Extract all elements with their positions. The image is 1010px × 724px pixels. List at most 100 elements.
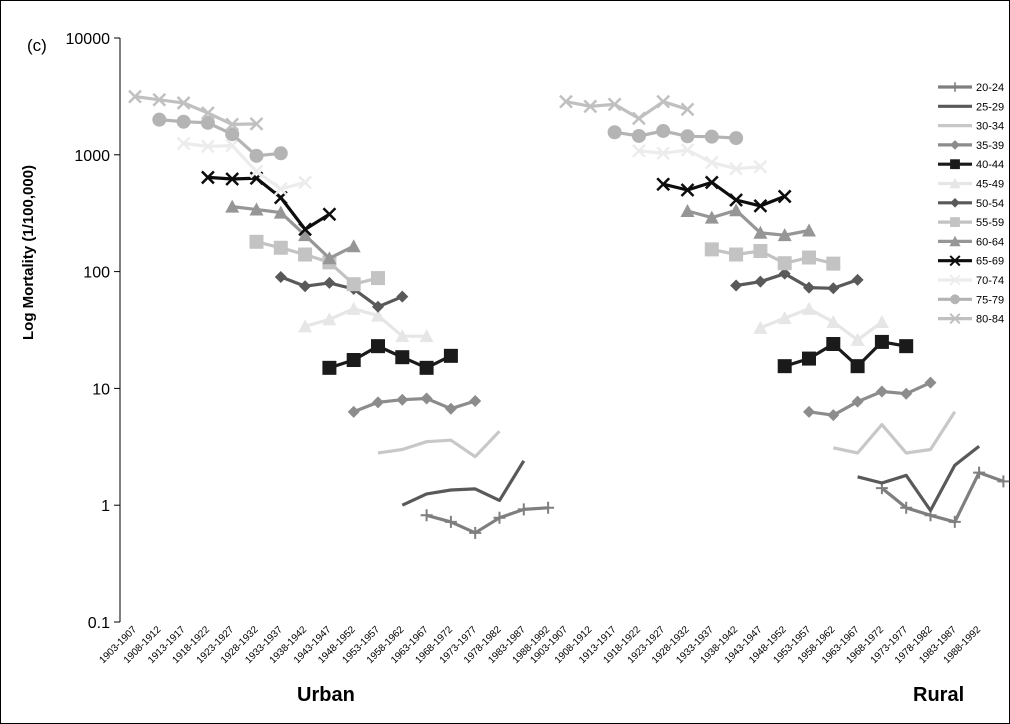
legend-item-50-54: 50-54	[938, 198, 1004, 210]
urban-point-35-39	[444, 402, 457, 415]
legend-label: 40-44	[976, 159, 1004, 171]
urban-point-45-49	[346, 301, 361, 315]
rural-point-40-44	[802, 351, 816, 366]
legend-label: 20-24	[976, 82, 1004, 94]
urban-point-75-79	[273, 146, 288, 161]
legend-label: 80-84	[976, 314, 1004, 326]
legend-label: 35-39	[976, 140, 1004, 152]
urban-point-60-64	[298, 228, 313, 242]
legend-marker	[949, 274, 961, 286]
rural-point-80-84	[583, 99, 598, 114]
y-tick-label: 10000	[66, 31, 111, 48]
rural-point-55-59	[729, 247, 744, 262]
rural-point-80-84	[607, 97, 622, 112]
y-tick-label: 100	[83, 265, 110, 282]
legend-marker	[949, 235, 961, 247]
rural-point-20-24	[948, 515, 961, 528]
rural-point-50-54	[730, 279, 743, 292]
urban-point-65-69	[225, 172, 240, 186]
urban-point-40-44	[443, 348, 458, 363]
legend-item-70-74: 70-74	[938, 274, 1004, 287]
legend-marker	[950, 217, 960, 227]
rural-point-70-74	[704, 155, 719, 170]
rural-point-50-54	[754, 275, 767, 288]
rural-line-80-84	[565, 100, 688, 120]
rural-point-35-39	[851, 395, 864, 408]
urban-point-40-44	[371, 339, 385, 354]
rural-point-45-49	[850, 332, 865, 346]
rural-point-35-39	[803, 405, 815, 418]
rural-point-80-84	[559, 94, 573, 109]
urban-point-45-49	[395, 329, 410, 343]
legend-marker-wrap	[950, 217, 960, 227]
urban-point-80-84	[249, 116, 264, 131]
urban-point-35-39	[469, 395, 482, 408]
rural-point-35-39	[900, 387, 913, 400]
urban-point-60-64	[322, 251, 337, 265]
urban-point-50-54	[396, 290, 409, 303]
rural-line-50-54	[735, 272, 859, 290]
urban-point-70-74	[298, 175, 312, 190]
urban-point-75-79	[152, 112, 167, 127]
legend-marker-wrap	[950, 294, 960, 305]
legend-label: 60-64	[976, 236, 1004, 248]
urban-point-45-49	[419, 329, 434, 343]
rural-point-55-59	[826, 256, 841, 271]
series-60-64	[225, 199, 816, 265]
rural-point-60-64	[704, 210, 719, 224]
urban-point-70-74	[225, 138, 240, 153]
rural-point-70-74	[729, 161, 743, 176]
group-label-rural: Rural	[913, 684, 965, 706]
rural-line-25-29	[857, 444, 981, 513]
urban-point-35-39	[372, 396, 384, 409]
series-70-74	[176, 136, 768, 196]
urban-line-80-84	[134, 95, 257, 126]
y-tick-label: 1000	[74, 148, 110, 165]
urban-point-45-49	[322, 312, 337, 326]
rural-point-80-84	[680, 102, 695, 117]
rural-point-40-44	[899, 339, 914, 354]
rural-point-75-79	[680, 129, 695, 144]
rural-point-65-69	[777, 189, 792, 204]
rural-line-45-49	[759, 307, 883, 342]
urban-point-20-24	[542, 501, 555, 514]
rural-line-30-34	[832, 410, 957, 455]
rural-point-20-24	[900, 501, 913, 514]
urban-point-40-44	[395, 350, 410, 365]
legend: 20-24 25-29 30-34 35-39 40-44 45-49 50-54 55-59…	[938, 82, 1004, 326]
legend-marker-wrap	[949, 255, 961, 267]
urban-point-45-49	[298, 319, 313, 333]
urban-point-80-84	[128, 89, 142, 104]
legend-label: 45-49	[976, 179, 1004, 191]
y-tick-label: 1	[101, 498, 110, 515]
rural-point-60-64	[753, 225, 768, 239]
legend-marker-wrap	[949, 235, 961, 247]
legend-label: 25-29	[976, 101, 1004, 113]
urban-line-25-29	[401, 459, 526, 507]
rural-point-35-39	[827, 409, 840, 422]
rural-point-35-39	[924, 376, 937, 389]
legend-item-30-34: 30-34	[938, 121, 1004, 133]
series-45-49	[298, 301, 889, 346]
legend-item-20-24: 20-24	[938, 82, 1004, 94]
rural-point-45-49	[777, 311, 792, 325]
urban-point-80-84	[201, 106, 215, 120]
rural-point-55-59	[753, 244, 768, 259]
legend-label: 75-79	[976, 294, 1004, 306]
rural-point-55-59	[802, 250, 816, 265]
urban-point-65-69	[201, 170, 215, 185]
urban-line-45-49	[304, 307, 427, 338]
series-55-59	[249, 234, 841, 292]
rural-point-60-64	[777, 228, 792, 242]
urban-point-80-84	[225, 117, 240, 132]
rural-point-40-44	[777, 359, 792, 374]
panel-label: (c)	[27, 36, 47, 55]
legend-marker	[949, 313, 961, 325]
series-40-44	[322, 334, 914, 375]
rural-point-40-44	[826, 336, 841, 351]
urban-point-70-74	[201, 139, 215, 154]
urban-point-20-24	[517, 503, 530, 516]
legend-marker	[950, 159, 960, 170]
legend-item-65-69: 65-69	[938, 255, 1004, 268]
legend-marker-wrap	[949, 274, 961, 286]
